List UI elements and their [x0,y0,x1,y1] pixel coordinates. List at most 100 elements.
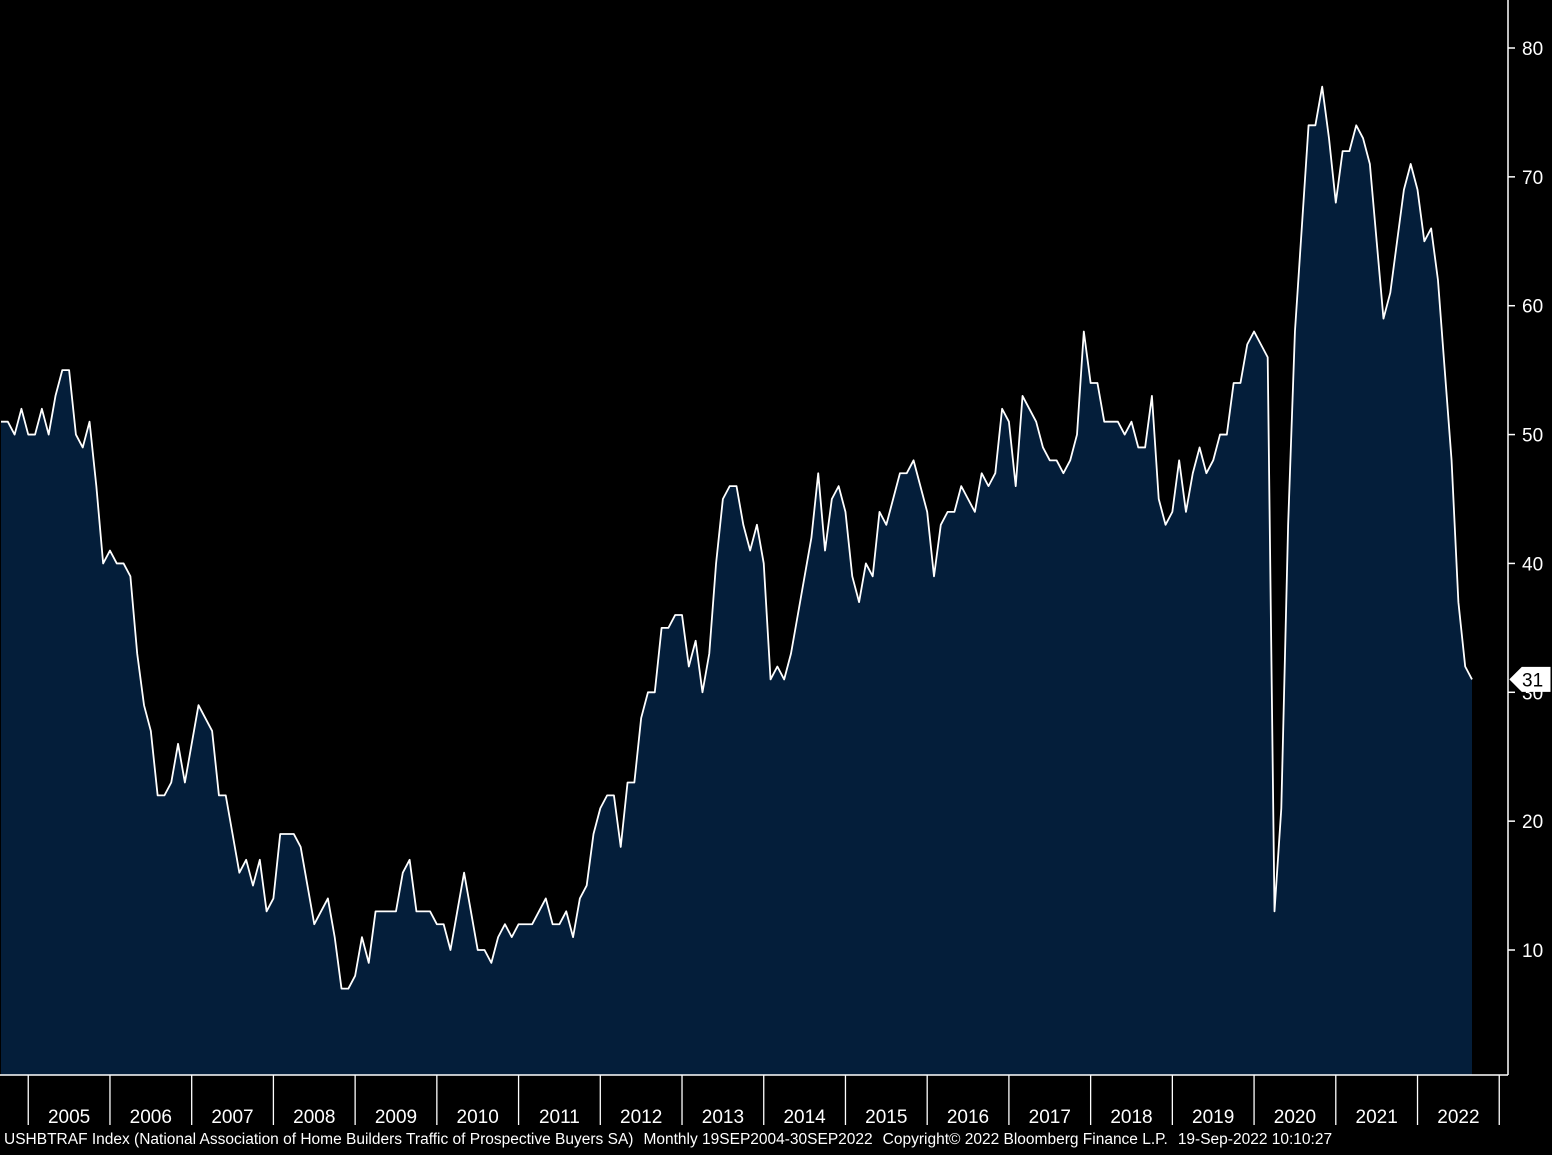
data-point [913,460,914,461]
data-point [280,833,281,834]
data-point [702,692,703,693]
data-point [1165,524,1166,525]
data-point [212,730,213,731]
x-tick-label: 2020 [1274,1107,1316,1128]
data-point [906,473,907,474]
data-point [1247,344,1248,345]
data-point [62,370,63,371]
x-tick-label: 2022 [1437,1107,1479,1128]
data-point [1131,421,1132,422]
data-point [1281,808,1282,809]
data-point [688,666,689,667]
data-point [293,833,294,834]
data-point [545,898,546,899]
data-point [96,486,97,487]
data-point [470,911,471,912]
data-point [1206,473,1207,474]
data-point [395,911,396,912]
data-point [1138,447,1139,448]
data-point [348,988,349,989]
data-point [109,550,110,551]
data-point [75,434,76,435]
data-point [463,872,464,873]
x-tick-label: 2009 [375,1107,417,1128]
data-point [1008,421,1009,422]
data-point [879,511,880,512]
footer-frequency: Monthly 19SEP2004-30SEP2022 [643,1131,873,1148]
data-point [552,924,553,925]
data-point [1410,163,1411,164]
data-point [886,524,887,525]
data-point [940,524,941,525]
chart-footer: USHBTRAF Index (National Association of … [4,1131,1550,1153]
data-point [641,717,642,718]
data-point [1342,150,1343,151]
data-point [613,795,614,796]
data-point [266,911,267,912]
data-point [1424,241,1425,242]
data-point [1356,125,1357,126]
data-point [756,524,757,525]
data-point [1192,473,1193,474]
data-point [218,795,219,796]
data-point [191,743,192,744]
data-point [927,511,928,512]
data-point [947,511,948,512]
data-point [0,421,1,422]
data-point [164,795,165,796]
data-point [1090,382,1091,383]
data-point [675,614,676,615]
data-point [273,898,274,899]
data-point [763,563,764,564]
data-point [1403,189,1404,190]
data-point [967,498,968,499]
data-point [1002,408,1003,409]
data-point [1308,125,1309,126]
data-point [1322,86,1323,87]
data-point [55,395,56,396]
data-point [681,614,682,615]
data-point [355,975,356,976]
data-point [286,833,287,834]
data-point [1199,447,1200,448]
y-tick-label: 60 [1522,297,1543,318]
data-point [1417,189,1418,190]
data-point [709,653,710,654]
data-point [246,859,247,860]
data-point [988,486,989,487]
data-point [368,962,369,963]
x-tick-label: 2014 [783,1107,826,1128]
footer-timestamp: 19-Sep-2022 10:10:27 [1177,1131,1333,1148]
x-tick-label: 2010 [457,1107,499,1128]
data-point [1335,202,1336,203]
x-tick-label: 2013 [702,1107,744,1128]
data-point [1471,679,1472,680]
data-point [137,653,138,654]
data-point [532,924,533,925]
data-point [1376,241,1377,242]
data-point [715,563,716,564]
data-point [423,911,424,912]
data-point [566,911,567,912]
data-point [232,833,233,834]
data-point [1226,434,1227,435]
data-point [620,846,621,847]
data-point [784,679,785,680]
data-point [750,550,751,551]
data-point [504,924,505,925]
data-point [477,949,478,950]
data-point [341,988,342,989]
y-tick-label: 50 [1522,426,1543,447]
data-point [1267,357,1268,358]
series-line [1,85,1473,990]
data-point [157,795,158,796]
data-point [1097,382,1098,383]
data-point [123,563,124,564]
data-point [41,408,42,409]
data-point [14,434,15,435]
x-tick-label: 2011 [539,1107,580,1128]
x-tick-label: 2006 [130,1107,172,1128]
data-point [416,911,417,912]
data-point [525,924,526,925]
data-point [389,911,390,912]
